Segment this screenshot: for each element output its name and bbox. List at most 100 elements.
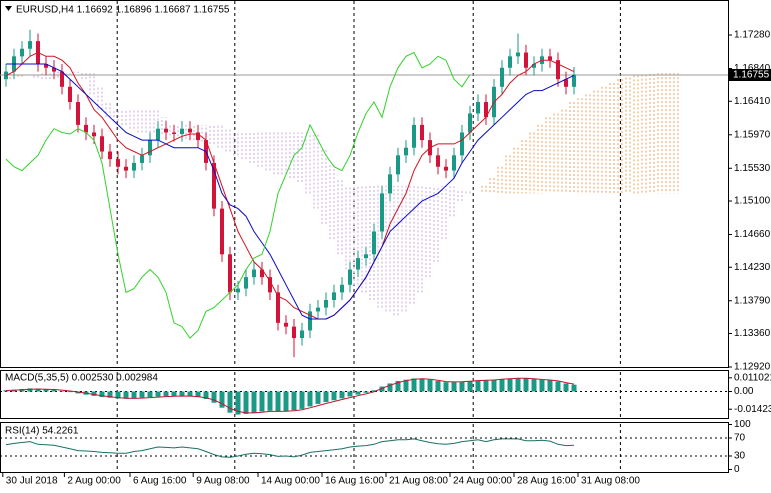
candle-body xyxy=(132,162,136,171)
macd-bar xyxy=(395,380,401,392)
candle-body xyxy=(404,147,408,156)
y-tick-label: 1.14230 xyxy=(734,262,771,273)
macd-bar xyxy=(371,390,377,392)
macd-bar xyxy=(219,391,225,408)
macd-bar xyxy=(67,391,73,393)
macd-bar xyxy=(363,391,369,393)
candle-body xyxy=(468,113,472,133)
macd-bar xyxy=(267,391,273,411)
candle-body xyxy=(412,124,416,148)
y-tick-label: 1.16410 xyxy=(734,96,771,107)
y-tick-label: 1.15530 xyxy=(734,163,771,174)
candle-body xyxy=(508,56,512,68)
candle-body xyxy=(52,67,56,72)
y-tick-label: 1.13790 xyxy=(734,295,771,306)
macd-bar xyxy=(123,391,129,399)
macd-bar xyxy=(435,380,441,392)
macd-bar xyxy=(299,391,305,409)
macd-bar xyxy=(43,389,49,392)
macd-bar xyxy=(259,391,265,412)
macd-bar xyxy=(387,383,393,392)
candle-body xyxy=(124,166,128,171)
x-tick-label: 14 Aug 00:00 xyxy=(261,476,320,487)
candle-body xyxy=(348,269,352,285)
candle-body xyxy=(100,136,104,152)
y-tick-label: 1.15100 xyxy=(734,196,771,207)
macd-bar xyxy=(491,379,497,392)
candle-body xyxy=(484,102,488,118)
macd-frame xyxy=(0,370,729,419)
indicator-line xyxy=(6,63,575,320)
candle-body xyxy=(516,52,520,57)
x-tick-label: 6 Aug 16:00 xyxy=(133,476,187,487)
macd-bar xyxy=(483,380,489,392)
last-price-label: 1.16755 xyxy=(733,70,770,81)
candle-body xyxy=(60,71,64,87)
macd-bar xyxy=(27,388,33,392)
candle-body xyxy=(212,162,216,209)
last-price-box xyxy=(729,68,771,81)
y-tick-label: -0.01423 xyxy=(734,404,771,415)
macd-bar xyxy=(3,390,9,392)
macd-bar xyxy=(307,391,313,407)
candle-body xyxy=(28,41,32,49)
indicator-line xyxy=(5,51,471,339)
macd-bar xyxy=(275,391,281,412)
candle-body xyxy=(332,292,336,300)
macd-bar xyxy=(507,378,513,392)
candle-body xyxy=(108,151,112,160)
candle-body xyxy=(564,79,568,87)
macd-bar xyxy=(355,391,361,395)
y-tick-label: 30 xyxy=(734,451,746,462)
macd-bar xyxy=(59,390,65,392)
candle-body xyxy=(316,307,320,312)
candle-body xyxy=(284,322,288,327)
candle-body xyxy=(76,102,80,125)
rsi-title: RSI(14) 54.2261 xyxy=(5,426,79,437)
chart-title: EURUSD,H4 1.16692 1.16896 1.16687 1.1675… xyxy=(16,5,230,16)
macd-bar xyxy=(539,379,545,392)
candle-body xyxy=(460,132,464,156)
x-tick-label: 21 Aug 08:00 xyxy=(389,476,448,487)
macd-bar xyxy=(531,379,537,392)
y-tick-label: 1.12920 xyxy=(734,362,771,373)
candle-body xyxy=(44,63,48,68)
candle-body xyxy=(532,63,536,68)
macd-bar xyxy=(411,378,417,392)
candle-body xyxy=(500,67,504,87)
macd-bar xyxy=(331,391,337,401)
macd-bar xyxy=(515,378,521,392)
candle-body xyxy=(324,299,328,308)
candle-body xyxy=(180,128,184,135)
signal-line xyxy=(5,377,575,414)
x-tick-label: 30 Jul 2018 xyxy=(6,476,58,487)
candle-body xyxy=(220,208,224,255)
macd-bar xyxy=(403,379,409,392)
candle-body xyxy=(436,155,440,167)
macd-bar xyxy=(443,382,449,392)
candle-body xyxy=(556,60,560,80)
macd-bar xyxy=(347,391,353,397)
macd-bar xyxy=(499,379,505,392)
macd-bar xyxy=(283,391,289,412)
candle-body xyxy=(380,193,384,232)
candle-body xyxy=(68,86,72,103)
candle-body xyxy=(444,166,448,171)
y-tick-label: 0.00 xyxy=(734,386,754,397)
candle-body xyxy=(140,155,144,163)
title-icon xyxy=(5,6,12,11)
macd-bar xyxy=(547,380,553,392)
macd-bar xyxy=(187,391,193,397)
macd-bar xyxy=(459,381,465,392)
macd-bar xyxy=(235,391,241,415)
candle-body xyxy=(300,330,304,339)
macd-bar xyxy=(171,391,177,396)
macd-bar xyxy=(379,386,385,392)
y-tick-label: 1.13360 xyxy=(734,328,771,339)
y-tick-label: 70 xyxy=(734,433,746,444)
candle-body xyxy=(548,56,552,61)
y-tick-label: 1.14660 xyxy=(734,229,771,240)
indicator-line xyxy=(5,51,575,320)
candle-body xyxy=(308,311,312,331)
